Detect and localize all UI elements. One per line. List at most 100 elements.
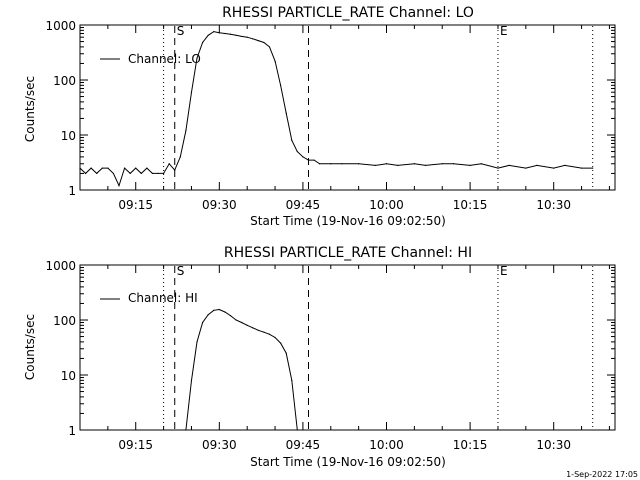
x-tick-label: 09:30 xyxy=(202,438,237,452)
data-point xyxy=(397,164,399,167)
data-point xyxy=(268,46,271,48)
data-point xyxy=(592,167,594,169)
series-line xyxy=(79,31,593,187)
data-point xyxy=(213,309,215,311)
y-tick-label: 100 xyxy=(53,74,76,88)
y-tick-label: 10 xyxy=(61,129,76,143)
data-point xyxy=(268,333,271,335)
data-point xyxy=(84,172,87,175)
data-point xyxy=(263,41,265,44)
marker-label: S xyxy=(177,264,185,278)
data-point xyxy=(123,167,126,169)
data-point xyxy=(291,379,293,381)
y-axis-label: Counts/sec xyxy=(23,314,37,380)
y-tick-label: 1 xyxy=(68,184,76,198)
data-point xyxy=(358,163,360,165)
data-point xyxy=(202,41,204,44)
data-point xyxy=(274,336,276,339)
data-point xyxy=(213,30,215,33)
legend-label: Channel: HI xyxy=(128,291,198,305)
legend-label: Channel: LO xyxy=(128,52,201,66)
data-point xyxy=(185,130,187,132)
data-point xyxy=(307,159,310,161)
data-point xyxy=(190,379,193,381)
data-point xyxy=(218,308,220,311)
data-point xyxy=(112,172,115,175)
marker-label: S xyxy=(177,24,185,38)
plot-frame xyxy=(79,24,616,191)
data-point xyxy=(296,429,298,431)
marker-label: E xyxy=(500,264,508,278)
x-tick-label: 09:45 xyxy=(286,438,321,452)
x-tick-label: 09:15 xyxy=(118,198,153,212)
panel-lo: RHESSI PARTICLE_RATE Channel: LO Start T… xyxy=(23,5,616,228)
data-point xyxy=(129,172,131,175)
data-point xyxy=(157,172,159,175)
data-point xyxy=(536,164,538,167)
chart-title: RHESSI PARTICLE_RATE Channel: LO xyxy=(222,5,474,21)
data-point xyxy=(564,164,566,167)
data-point xyxy=(525,167,527,169)
x-axis-label: Start Time (19-Nov-16 09:02:50) xyxy=(250,455,446,469)
data-point xyxy=(162,172,165,175)
series-line xyxy=(185,308,298,431)
data-point xyxy=(146,167,148,169)
data-point xyxy=(224,32,226,35)
data-point xyxy=(118,185,120,187)
data-point xyxy=(235,319,237,321)
x-tick-label: 10:15 xyxy=(453,438,488,452)
data-point xyxy=(101,167,103,169)
data-point xyxy=(302,156,304,158)
data-point xyxy=(257,329,259,331)
y-tick-label: 1 xyxy=(68,424,76,438)
x-tick-label: 10:15 xyxy=(453,198,488,212)
data-point xyxy=(296,150,298,153)
data-point xyxy=(168,163,170,165)
data-point xyxy=(263,331,265,333)
data-point xyxy=(285,112,287,114)
data-point xyxy=(246,324,248,326)
x-axis-label: Start Time (19-Nov-16 09:02:50) xyxy=(250,214,446,228)
y-tick-label: 1000 xyxy=(45,19,76,33)
data-point xyxy=(241,321,243,324)
data-point xyxy=(196,341,198,343)
data-point xyxy=(218,32,220,34)
data-point xyxy=(285,352,287,354)
data-point xyxy=(229,315,232,317)
panel-hi: RHESSI PARTICLE_RATE Channel: HI Start T… xyxy=(23,245,616,469)
x-tick-label: 10:30 xyxy=(536,438,571,452)
x-tick-label: 09:45 xyxy=(286,198,321,212)
data-point xyxy=(280,84,282,86)
marker-label: E xyxy=(500,24,508,38)
data-point xyxy=(319,163,321,165)
data-point xyxy=(480,163,482,165)
data-point xyxy=(224,311,226,313)
y-axis-label: Counts/sec xyxy=(23,76,37,142)
data-point xyxy=(135,167,137,169)
x-tick-label: 09:30 xyxy=(202,198,237,212)
data-point xyxy=(90,167,92,169)
y-tick-label: 10 xyxy=(61,369,76,383)
data-point xyxy=(441,163,443,165)
data-point xyxy=(252,327,254,329)
data-point xyxy=(385,163,388,165)
y-tick-label: 1000 xyxy=(45,259,76,273)
data-point xyxy=(580,167,583,169)
data-point xyxy=(241,35,243,38)
x-tick-label: 09:15 xyxy=(118,438,153,452)
data-point xyxy=(79,167,81,169)
data-point xyxy=(174,169,176,171)
data-point xyxy=(257,40,259,42)
chart-title: RHESSI PARTICLE_RATE Channel: HI xyxy=(224,245,472,261)
data-point xyxy=(469,164,471,167)
x-tick-label: 10:00 xyxy=(369,438,404,452)
data-point xyxy=(508,164,510,167)
data-point xyxy=(553,167,555,169)
data-point xyxy=(151,172,154,175)
data-point xyxy=(107,167,109,169)
data-point xyxy=(190,91,193,93)
x-tick-label: 10:30 xyxy=(536,198,571,212)
data-point xyxy=(424,164,427,167)
data-point xyxy=(413,163,415,165)
